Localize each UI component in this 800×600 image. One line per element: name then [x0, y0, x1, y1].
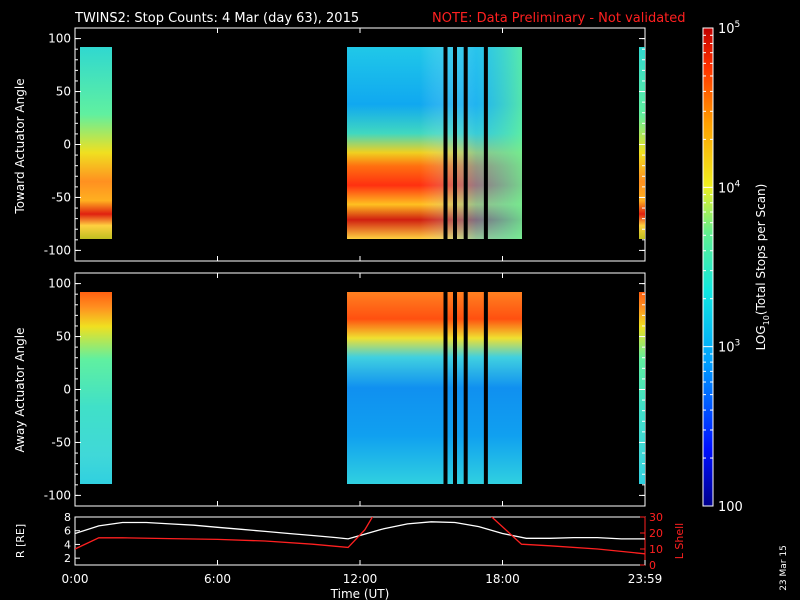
r-distance-line	[75, 521, 645, 540]
orbit-right-ytick-label: 20	[649, 527, 663, 540]
away-y-label: Away Actuator Angle	[13, 327, 27, 452]
x-axis-label: Time (UT)	[330, 587, 390, 600]
colorbar-tick-label: 104	[718, 179, 741, 196]
orbit-right-ytick-label: 0	[649, 559, 656, 572]
plot-title: TWINS2: Stop Counts: 4 Mar (day 63), 201…	[74, 11, 359, 26]
orbit-left-ytick-label: 8	[64, 511, 71, 524]
x-tick-label: 0:00	[62, 572, 89, 586]
colorbar-tick-label: 105	[718, 20, 740, 37]
colorbar-tick-label: 103	[718, 339, 740, 356]
away-gap-stripe	[463, 292, 468, 484]
x-tick-label: 18:00	[485, 572, 520, 586]
colorbar-tick-base: 10	[718, 341, 735, 356]
l-shell-line	[75, 517, 645, 555]
toward-ytick-label: 50	[56, 85, 71, 99]
colorbar-tick-base: 10	[718, 181, 735, 196]
toward-gap-stripe	[453, 47, 457, 239]
colorbar-label: LOG10(Total Stops per Scan)	[754, 184, 771, 351]
x-tick-label: 23:59	[628, 572, 663, 586]
toward-gap-stripe	[483, 47, 488, 239]
colorbar-tick-exponent: 4	[735, 179, 741, 189]
away-ytick-label: -50	[51, 435, 71, 449]
generation-date-stamp: 23 Mar 15	[779, 545, 789, 591]
orbit-left-ytick-label: 4	[64, 538, 71, 551]
away-ytick-label: 0	[63, 383, 71, 397]
colorbar-tick-base: 100	[718, 500, 743, 515]
toward-ytick-label: 0	[63, 138, 71, 152]
away-ytick-label: 50	[56, 330, 71, 344]
toward-y-label: Toward Actuator Angle	[13, 78, 27, 214]
toward-heatmap-block-overlay	[420, 47, 522, 239]
toward-gap-stripe	[463, 47, 468, 239]
orbit-right-y-label: L Shell	[673, 523, 686, 559]
toward-gap-stripe	[443, 47, 448, 239]
colorbar-tick-exponent: 5	[735, 20, 741, 30]
away-heatmap-block-late	[639, 292, 645, 484]
away-gap-stripe	[453, 292, 457, 484]
preliminary-note: NOTE: Data Preliminary - Not validated	[432, 11, 686, 26]
orbit-left-ytick-label: 6	[64, 525, 71, 538]
toward-heatmap-block-late	[639, 47, 645, 239]
colorbar-tick-base: 10	[718, 22, 735, 37]
toward-ytick-label: -50	[51, 190, 71, 204]
x-tick-label: 12:00	[343, 572, 378, 586]
orbit-right-ytick-label: 10	[649, 543, 663, 556]
toward-heatmap-block-early	[80, 47, 112, 239]
away-gap-stripe	[443, 292, 448, 484]
away-heatmap	[80, 292, 645, 484]
colorbar-gradient	[702, 27, 714, 507]
orbit-lines	[75, 517, 645, 555]
away-heatmap-block-main	[347, 292, 522, 484]
colorbar-tick-exponent: 3	[735, 339, 741, 349]
orbit-right-ytick-label: 30	[649, 511, 663, 524]
away-gap-stripe	[483, 292, 488, 484]
colorbar-label-base: LOG	[754, 325, 768, 350]
data-gaps	[443, 47, 488, 484]
x-tick-label: 6:00	[204, 572, 231, 586]
toward-y-axis: 100 50 0 -50 -100	[44, 28, 646, 261]
toward-ytick-label: 100	[48, 32, 71, 46]
orbit-left-y-label: R [RE]	[14, 524, 27, 558]
toward-heatmap	[80, 47, 645, 239]
colorbar-label-subscript: 10	[762, 315, 771, 325]
away-ytick-label: -100	[44, 488, 71, 502]
away-heatmap-block-early	[80, 292, 112, 484]
colorbar-label-rest: (Total Stops per Scan)	[754, 184, 768, 315]
away-y-axis: 100 50 0 -50 -100	[44, 273, 646, 506]
colorbar-tick-label: 100	[718, 500, 743, 515]
toward-ytick-label: -100	[44, 243, 71, 257]
orbit-left-ytick-label: 2	[64, 552, 71, 565]
away-ytick-label: 100	[48, 277, 71, 291]
orbit-panel-frame	[74, 516, 646, 566]
